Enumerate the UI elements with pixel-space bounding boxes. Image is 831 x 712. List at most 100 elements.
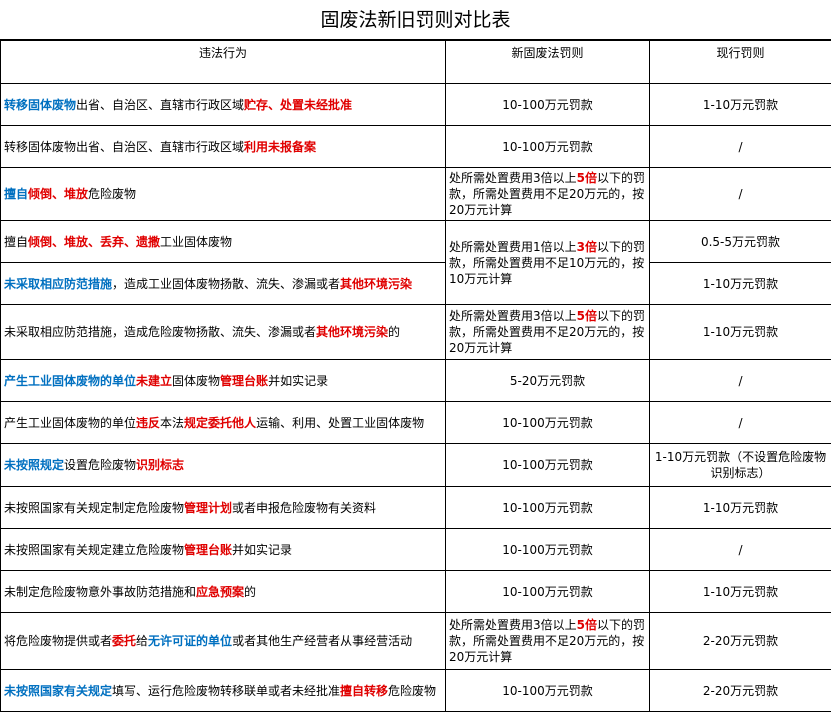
text-run: 或者申报危险废物有关资料	[232, 501, 376, 515]
header-cell: 新固废法罚则	[446, 41, 650, 84]
text-run: /	[738, 374, 742, 388]
text-run: 未制定危险废物意外事故防范措施和	[4, 585, 196, 599]
text-run: 未按照国家有关规定	[4, 684, 112, 698]
text-run: 2-20万元罚款	[703, 634, 778, 648]
new-penalty-cell: 10-100万元罚款	[446, 126, 650, 168]
table-row: 产生工业固体废物的单位违反本法规定委托他人运输、利用、处置工业固体废物 10-10…	[1, 402, 831, 444]
text-run: 10-100万元罚款	[502, 98, 593, 112]
text-run: 转移固体废物出省、自治区、直辖市行政区域	[4, 140, 244, 154]
text-run: 擅自	[4, 235, 28, 249]
text-run: 0.5-5万元罚款	[701, 235, 780, 249]
violation-cell: 产生工业固体废物的单位未建立固体废物管理台账并如实记录	[1, 360, 446, 402]
text-run: 1-10万元罚款	[703, 501, 778, 515]
current-penalty-cell: /	[650, 360, 831, 402]
current-penalty-cell: 1-10万元罚款	[650, 263, 831, 305]
text-run: 处所需处置费用3倍以上	[449, 309, 577, 323]
text-run: 其他环境污染	[316, 325, 388, 339]
violation-cell: 未按照国家有关规定建立危险废物管理台账并如实记录	[1, 529, 446, 571]
table-row: 擅自倾倒、堆放危险废物处所需处置费用3倍以上5倍以下的罚款，所需处置费用不足20…	[1, 168, 831, 221]
text-run: 并如实记录	[268, 374, 328, 388]
table-row: 未按照国家有关规定填写、运行危险废物转移联单或者未经批准擅自转移危险废物 10-1…	[1, 670, 831, 712]
text-run: 的	[388, 325, 400, 339]
text-run: 固体废物	[172, 374, 220, 388]
table-row: 未采取相应防范措施，造成工业固体废物扬散、流失、渗漏或者其他环境污染 1-10万元…	[1, 263, 831, 305]
violation-cell: 未按照国家有关规定填写、运行危险废物转移联单或者未经批准擅自转移危险废物	[1, 670, 446, 712]
text-run: 填写、运行危险废物转移联单或者未经批准	[112, 684, 340, 698]
text-run: 并如实记录	[232, 543, 292, 557]
text-run: 工业固体废物	[160, 235, 232, 249]
table-row: 将危险废物提供或者委托给无许可证的单位或者其他生产经营者从事经营活动处所需处置费…	[1, 613, 831, 670]
text-run: 10-100万元罚款	[502, 585, 593, 599]
text-run: 10-100万元罚款	[502, 501, 593, 515]
text-run: 危险废物	[88, 187, 136, 201]
text-run: /	[738, 543, 742, 557]
current-penalty-cell: 1-10万元罚款	[650, 305, 831, 360]
text-run: 将危险废物提供或者	[4, 634, 112, 648]
text-run: 10-100万元罚款	[502, 458, 593, 472]
text-run: 利用未报备案	[244, 140, 316, 154]
text-run: 倾倒、堆放	[28, 187, 88, 201]
text-run: 5倍	[577, 309, 597, 323]
text-run: 擅自	[4, 187, 28, 201]
text-run: 委托	[112, 634, 136, 648]
current-penalty-cell: 1-10万元罚款	[650, 571, 831, 613]
violation-cell: 擅自倾倒、堆放危险废物	[1, 168, 446, 221]
violation-cell: 转移固体废物出省、自治区、直辖市行政区域利用未报备案	[1, 126, 446, 168]
text-run: /	[738, 140, 742, 154]
text-run: 10-100万元罚款	[502, 543, 593, 557]
text-run: 5-20万元罚款	[510, 374, 585, 388]
new-penalty-cell: 处所需处置费用3倍以上5倍以下的罚款，所需处置费用不足20万元的，按20万元计算	[446, 613, 650, 670]
text-run: 管理计划	[184, 501, 232, 515]
text-run: 处所需处置费用1倍以上	[449, 240, 577, 254]
text-run: 管理台账	[220, 374, 268, 388]
table-row: 未按照国家有关规定建立危险废物管理台账并如实记录 10-100万元罚款 /	[1, 529, 831, 571]
text-run: 倾倒、堆放、丢弃、遗撒	[28, 235, 160, 249]
text-run: /	[738, 416, 742, 430]
current-penalty-cell: 2-20万元罚款	[650, 613, 831, 670]
text-run: 擅自转移	[340, 684, 388, 698]
current-penalty-cell: 0.5-5万元罚款	[650, 221, 831, 263]
title: 固废法新旧罚则对比表	[0, 0, 831, 40]
new-penalty-cell: 10-100万元罚款	[446, 444, 650, 487]
text-run: 贮存、处置未经批准	[244, 98, 352, 112]
text-run: 未按照国家有关规定建立危险废物	[4, 543, 184, 557]
comparison-table: 违法行为 新固废法罚则 现行罚则 转移固体废物出省、自治区、直辖市行政区域贮存、…	[0, 40, 831, 712]
text-run: ，造成工业固体废物扬散、流失、渗漏或者	[112, 277, 340, 291]
table-row: 转移固体废物出省、自治区、直辖市行政区域利用未报备案 10-100万元罚款 /	[1, 126, 831, 168]
text-run: 产生工业固体废物的单位	[4, 416, 136, 430]
new-penalty-cell: 处所需处置费用3倍以上5倍以下的罚款，所需处置费用不足20万元的，按20万元计算	[446, 168, 650, 221]
text-run: 无许可证的单位	[148, 634, 232, 648]
text-run: 10-100万元罚款	[502, 140, 593, 154]
text-run: 未按照规定	[4, 458, 64, 472]
new-penalty-cell: 10-100万元罚款	[446, 84, 650, 126]
current-penalty-cell: /	[650, 529, 831, 571]
text-run: 或者其他生产经营者从事经营活动	[232, 634, 412, 648]
text-run: 10-100万元罚款	[502, 684, 593, 698]
text-run: 10-100万元罚款	[502, 416, 593, 430]
text-run: 未采取相应防范措施	[4, 277, 112, 291]
text-run: 应急预案	[196, 585, 244, 599]
text-run: 5倍	[577, 618, 597, 632]
text-run: 出省、自治区、直辖市行政区域	[76, 98, 244, 112]
text-run: 设置危险废物	[64, 458, 136, 472]
header-cell: 现行罚则	[650, 41, 831, 84]
current-penalty-cell: /	[650, 126, 831, 168]
current-penalty-cell: 1-10万元罚款	[650, 84, 831, 126]
text-run: 1-10万元罚款	[703, 325, 778, 339]
table-row: 未采取相应防范措施，造成危险废物扬散、流失、渗漏或者其他环境污染的 处所需处置费用…	[1, 305, 831, 360]
violation-cell: 产生工业固体废物的单位违反本法规定委托他人运输、利用、处置工业固体废物	[1, 402, 446, 444]
violation-cell: 擅自倾倒、堆放、丢弃、遗撒工业固体废物	[1, 221, 446, 263]
current-penalty-cell: 2-20万元罚款	[650, 670, 831, 712]
violation-cell: 未采取相应防范措施，造成工业固体废物扬散、流失、渗漏或者其他环境污染	[1, 263, 446, 305]
new-penalty-cell: 10-100万元罚款	[446, 529, 650, 571]
new-penalty-cell: 10-100万元罚款	[446, 571, 650, 613]
new-penalty-cell: 10-100万元罚款	[446, 487, 650, 529]
text-run: 产生工业固体废物的单位	[4, 374, 136, 388]
text-run: 违反	[136, 416, 160, 430]
current-penalty-cell: 1-10万元罚款（不设置危险废物识别标志）	[650, 444, 831, 487]
text-run: 未采取相应防范措施，造成危险废物扬散、流失、渗漏或者	[4, 325, 316, 339]
